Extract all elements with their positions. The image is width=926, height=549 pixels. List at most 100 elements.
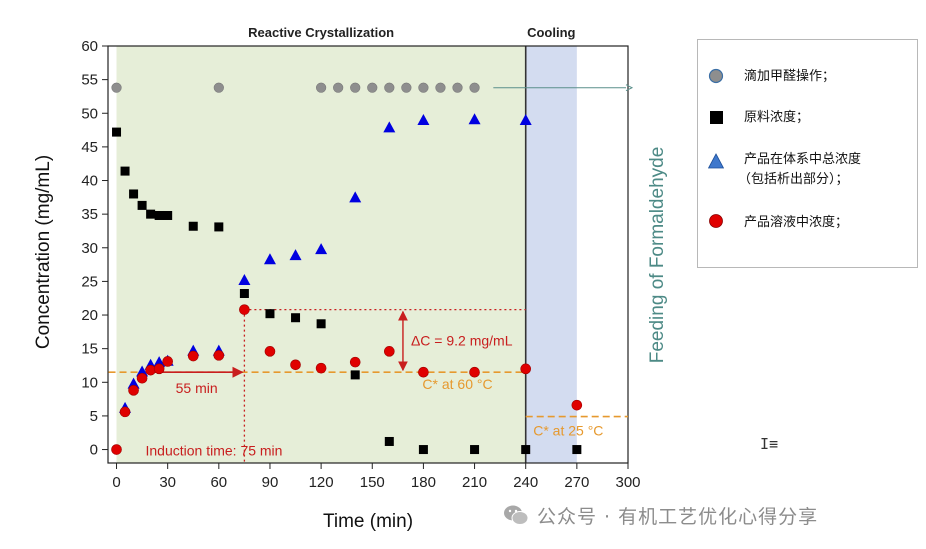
data-point-triangle xyxy=(263,253,276,265)
data-point-gray-circle xyxy=(316,82,327,93)
y-tick-label: 0 xyxy=(90,442,98,459)
data-point-red-circle xyxy=(162,356,173,367)
data-point-gray-circle xyxy=(384,82,395,93)
data-point-red-circle xyxy=(187,350,199,362)
data-point-red-circle xyxy=(418,366,429,378)
data-point-triangle xyxy=(289,249,302,261)
data-point-square xyxy=(120,166,130,176)
x-tick-label: 90 xyxy=(262,474,279,491)
data-point-square xyxy=(521,445,531,455)
data-point-triangle xyxy=(153,356,166,368)
watermark: 公众号 · 有机工艺优化心得分享 xyxy=(503,500,818,530)
data-point-gray-circle xyxy=(435,82,446,93)
data-point-red-circle xyxy=(239,304,250,315)
legend-label: 滴加甲醛操作； xyxy=(744,69,836,84)
data-point-red-circle xyxy=(315,362,327,374)
x-tick-label: 270 xyxy=(564,474,589,491)
y-tick-label: 50 xyxy=(81,105,98,122)
data-point-gray-circle xyxy=(469,82,480,93)
legend-gray-circle-icon xyxy=(708,68,724,84)
data-point-square xyxy=(214,222,224,232)
data-point-square xyxy=(137,200,147,210)
data-point-triangle xyxy=(136,365,149,377)
data-point-red-circle xyxy=(213,350,225,361)
data-point-square xyxy=(418,445,428,455)
data-point-red-circle xyxy=(264,346,276,357)
duration-label: 55 min xyxy=(176,380,218,396)
y-tick-label: 55 xyxy=(81,72,98,89)
y-tick-label: 5 xyxy=(90,408,98,425)
data-point-red-circle xyxy=(128,385,139,396)
legend-black-square-icon xyxy=(710,111,723,124)
data-point-gray-circle xyxy=(333,82,344,93)
region-label: Cooling xyxy=(527,25,575,40)
data-point-triangle xyxy=(238,274,251,286)
data-point-square xyxy=(154,210,164,220)
x-tick-label: 60 xyxy=(210,474,227,491)
wechat-icon xyxy=(504,505,529,525)
data-point-square xyxy=(129,189,139,199)
legend-label-line2: （包括析出部分）； xyxy=(738,172,849,187)
data-point-gray-circle xyxy=(401,82,412,93)
data-point-square xyxy=(265,309,275,319)
y-tick-label: 40 xyxy=(81,173,98,190)
y-tick-label: 35 xyxy=(81,206,98,223)
delta-label: ΔC = 9.2 mg/mL xyxy=(411,333,513,349)
data-point-red-circle xyxy=(111,444,122,455)
data-point-red-circle xyxy=(290,359,301,371)
legend-label: 产品在体系中总浓度 xyxy=(744,152,862,167)
data-point-red-circle xyxy=(119,406,131,418)
data-point-square xyxy=(350,370,360,380)
data-point-triangle xyxy=(349,191,362,203)
legend-blue-triangle-icon xyxy=(708,153,724,169)
x-tick-label: 150 xyxy=(360,474,385,491)
region-background xyxy=(525,46,577,463)
right-axis-label: Feeding of Formaldehyde xyxy=(647,147,668,364)
data-point-square xyxy=(470,445,480,455)
x-tick-label: 240 xyxy=(513,474,538,491)
data-point-gray-circle xyxy=(213,82,224,93)
x-tick-label: 30 xyxy=(159,474,176,491)
x-tick-label: 120 xyxy=(309,474,334,491)
feeding-arrowhead xyxy=(625,84,634,92)
data-point-red-circle xyxy=(384,346,395,357)
data-point-square xyxy=(291,313,301,323)
data-point-triangle xyxy=(417,113,430,125)
text-cursor-icon: I≡ xyxy=(760,435,779,453)
data-point-square xyxy=(239,289,249,299)
data-point-triangle xyxy=(127,377,140,389)
data-point-gray-circle xyxy=(418,82,429,93)
data-point-red-circle xyxy=(153,363,165,375)
data-point-red-circle xyxy=(469,366,480,378)
plot-frame xyxy=(107,45,629,464)
data-point-triangle xyxy=(519,113,532,125)
induction-label: Induction time: 75 min xyxy=(146,443,283,459)
data-point-square xyxy=(188,221,198,231)
chart-axes: 0 30 60 90 120 150 180 210 240 270 300 0 5 10 15 20 25 30… xyxy=(81,38,640,491)
region-label: Reactive Crystallization xyxy=(248,25,394,40)
data-point-square xyxy=(112,127,122,137)
data-point-gray-circle xyxy=(367,82,378,93)
data-point-triangle xyxy=(315,243,328,255)
x-tick-label: 0 xyxy=(112,474,120,491)
y-axis-label: Concentration (mg/mL) xyxy=(33,155,54,349)
y-tick-label: 20 xyxy=(81,307,98,324)
x-tick-label: 210 xyxy=(462,474,487,491)
data-point-square xyxy=(384,436,394,446)
data-point-square xyxy=(572,445,582,455)
chart-regions: Reactive Crystallization Cooling xyxy=(116,25,577,463)
y-tick-label: 60 xyxy=(81,38,98,55)
watermark-text: 公众号 · 有机工艺优化心得分享 xyxy=(537,505,819,528)
x-tick-label: 300 xyxy=(615,474,640,491)
x-axis-label: Time (min) xyxy=(323,511,413,532)
y-tick-label: 45 xyxy=(81,139,98,156)
data-point-gray-circle xyxy=(350,82,361,93)
region-background xyxy=(116,46,526,463)
data-point-square xyxy=(146,209,156,219)
data-points xyxy=(111,82,583,455)
chart-annotations: 55 min Induction time: 75 min ΔC = 9.2 mg/… xyxy=(146,84,634,463)
legend: 滴加甲醛操作； 原料浓度； 产品在体系中总浓度 （包括析出部分）； 产品溶液中浓… xyxy=(697,39,918,268)
data-point-red-circle xyxy=(571,399,583,411)
legend-red-circle-icon xyxy=(709,214,723,228)
data-point-triangle xyxy=(468,113,481,125)
